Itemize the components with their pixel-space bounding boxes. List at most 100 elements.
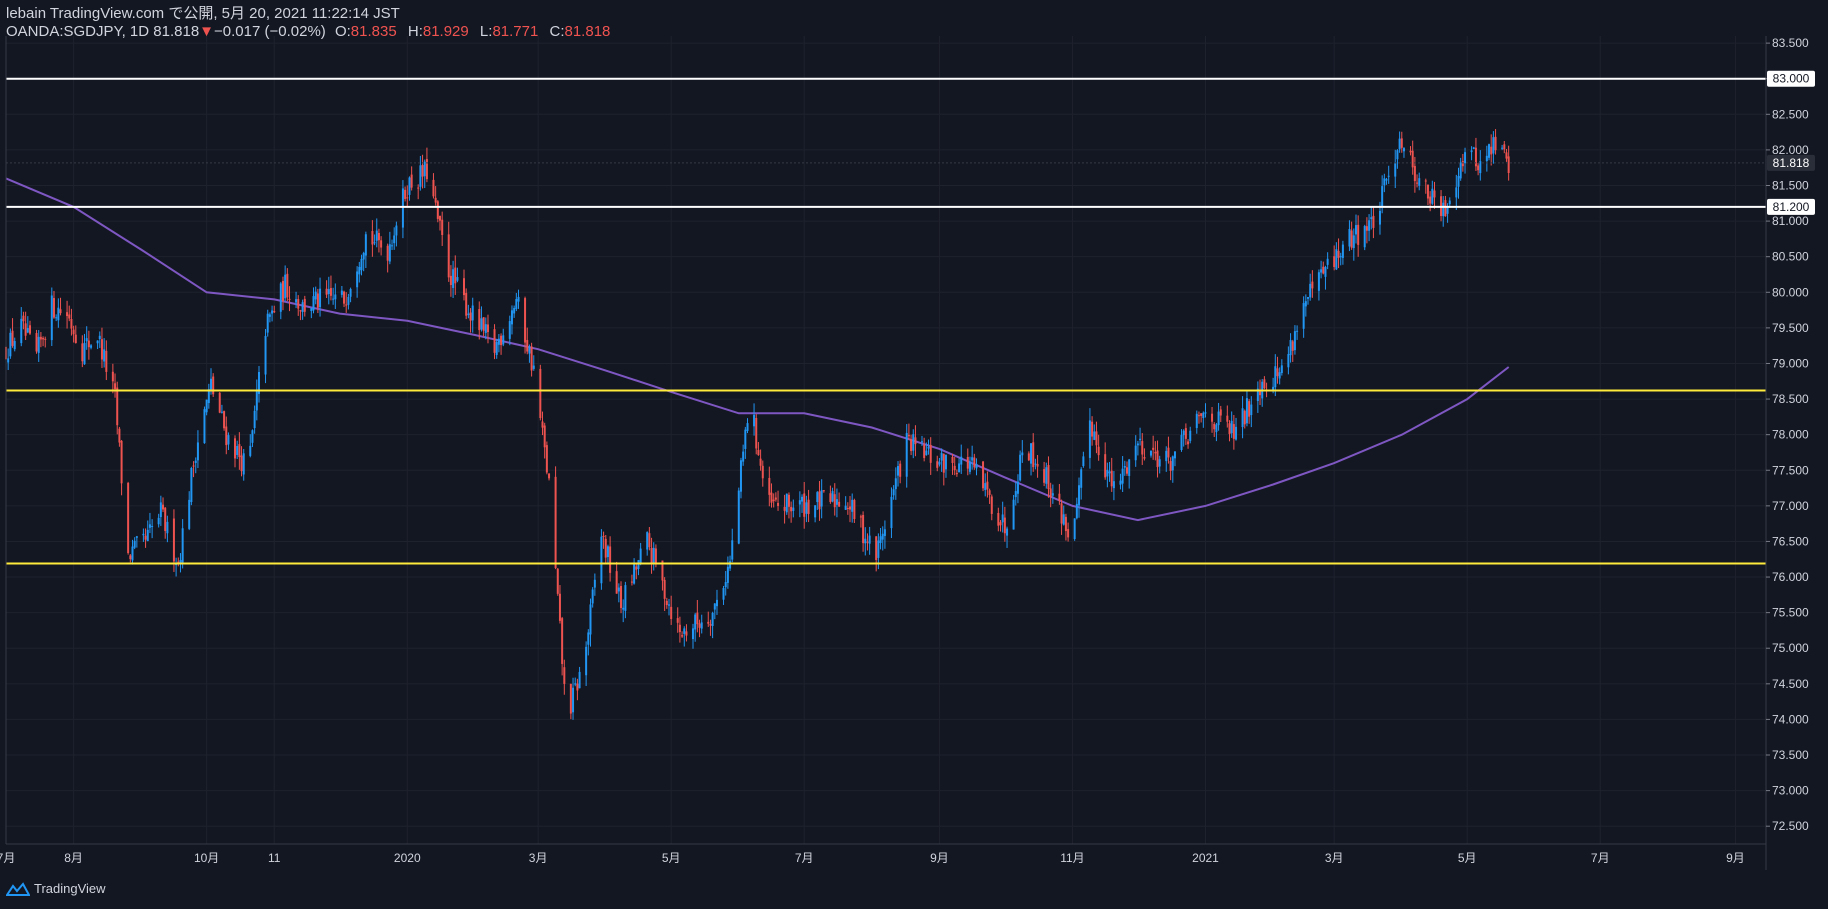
- candle-up: [814, 505, 817, 523]
- candle-body: [1398, 138, 1401, 150]
- candle-down: [1049, 482, 1052, 508]
- candle-down: [449, 265, 452, 297]
- candle-body: [482, 317, 485, 331]
- candle-body: [1001, 514, 1004, 523]
- candle-body: [1457, 175, 1460, 187]
- candle-up: [1180, 429, 1183, 452]
- candle-down: [1372, 207, 1375, 239]
- candle-up: [1121, 456, 1124, 492]
- candle-up: [958, 458, 961, 473]
- footer-brand[interactable]: TradingView: [6, 881, 106, 896]
- x-tick-label: 2020: [394, 851, 421, 865]
- candle-body: [1226, 415, 1229, 422]
- time-axis[interactable]: 7月 8月 10月 11 2020 3月 5月 7月 9月 11月 2021 3月 5月 7月 9月: [0, 851, 1745, 865]
- y-tick-label: 77.500: [1772, 463, 1809, 477]
- candle-up: [585, 641, 588, 686]
- candle-down: [223, 410, 226, 431]
- candle-body: [984, 483, 987, 491]
- candle-body: [678, 624, 681, 633]
- low-label: L:: [479, 23, 493, 40]
- candle-body: [1152, 447, 1155, 450]
- candle-body: [377, 232, 380, 241]
- candle-body: [447, 234, 450, 278]
- candle-body: [929, 444, 932, 463]
- candle-down: [822, 489, 825, 493]
- candle-down: [986, 471, 989, 498]
- candle-body: [233, 438, 236, 459]
- candle-up: [683, 626, 686, 647]
- candle-up: [711, 611, 714, 639]
- candle-down: [1503, 140, 1506, 154]
- candle-down: [432, 173, 435, 199]
- horizontal-lines-layer[interactable]: [6, 77, 1766, 565]
- candle-up: [572, 677, 575, 720]
- candle-up: [896, 461, 899, 487]
- candle-down: [951, 453, 954, 475]
- candle-up: [1418, 172, 1421, 191]
- candle-body: [467, 313, 470, 315]
- candle-down: [604, 534, 607, 564]
- candle-up: [1501, 144, 1504, 151]
- candle-up: [1088, 408, 1091, 469]
- symbol-label[interactable]: OANDA:SGDJPY, 1D: [6, 23, 150, 40]
- candle-body: [818, 491, 821, 510]
- candle-body: [663, 579, 666, 599]
- candle-body: [639, 548, 642, 564]
- candle-down: [757, 442, 760, 456]
- candle-down: [118, 426, 121, 447]
- candle-up: [1136, 440, 1139, 456]
- candle-body: [1455, 187, 1458, 198]
- candle-body: [35, 333, 38, 352]
- candle-down: [818, 480, 821, 521]
- candle-body: [707, 621, 710, 624]
- candle-body: [1335, 249, 1338, 270]
- candle-down: [129, 554, 132, 563]
- candle-body: [532, 365, 535, 369]
- candle-body: [52, 298, 55, 318]
- candle-down: [681, 631, 684, 638]
- candle-up: [467, 304, 470, 319]
- candle-body: [757, 449, 760, 456]
- candle-down: [120, 440, 123, 496]
- candle-up: [805, 495, 808, 523]
- candle-up: [1289, 333, 1292, 363]
- candle-body: [240, 455, 243, 472]
- candle-up: [1326, 252, 1329, 270]
- candle-up: [574, 677, 577, 687]
- candle-up: [1080, 467, 1083, 500]
- price-axis[interactable]: 72.500 73.000 73.500 74.000 74.500 75.000 75.5…: [1766, 36, 1809, 833]
- candle-body: [85, 338, 88, 342]
- candle-body: [1045, 467, 1048, 484]
- candle-body: [877, 540, 880, 558]
- candle-down: [493, 324, 496, 360]
- candle-down: [1350, 221, 1353, 250]
- candle-down: [530, 342, 533, 377]
- candle-down: [162, 497, 165, 513]
- candle-body: [196, 442, 199, 461]
- candle-body: [1060, 503, 1063, 524]
- candle-up: [1307, 296, 1310, 305]
- candle-up: [194, 457, 197, 474]
- candle-up: [495, 338, 498, 359]
- candle-body: [792, 507, 795, 511]
- candle-up: [157, 513, 160, 528]
- candle-body: [1278, 372, 1281, 379]
- y-tick-label: 82.000: [1772, 143, 1809, 157]
- candle-body: [266, 313, 269, 333]
- candle-up: [1464, 147, 1467, 174]
- candle-up: [340, 285, 343, 298]
- candle-up: [181, 519, 184, 569]
- candle-body: [20, 318, 23, 344]
- candle-up: [175, 557, 178, 577]
- candle-body: [218, 392, 221, 413]
- candle-body: [541, 421, 544, 428]
- candle-up: [26, 316, 29, 334]
- candle-up: [831, 487, 834, 503]
- candle-body: [755, 418, 758, 449]
- candle-body: [1464, 152, 1467, 164]
- candle-up: [1006, 526, 1009, 548]
- y-tick-label: 75.500: [1772, 606, 1809, 620]
- candle-body: [1324, 266, 1327, 277]
- candle-body: [1263, 379, 1266, 389]
